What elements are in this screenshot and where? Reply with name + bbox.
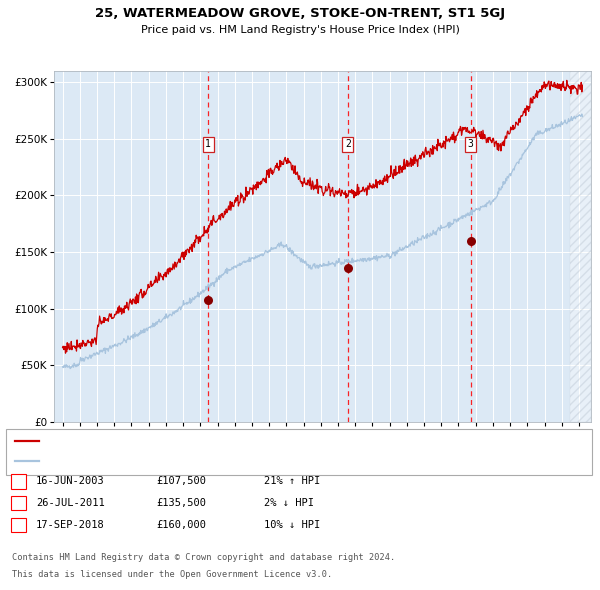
Text: 25, WATERMEADOW GROVE, STOKE-ON-TRENT, ST1 5GJ: 25, WATERMEADOW GROVE, STOKE-ON-TRENT, S…: [95, 7, 505, 20]
Text: 26-JUL-2011: 26-JUL-2011: [36, 498, 105, 507]
Text: 10% ↓ HPI: 10% ↓ HPI: [264, 520, 320, 529]
Text: 21% ↑ HPI: 21% ↑ HPI: [264, 476, 320, 486]
Text: 3: 3: [468, 139, 473, 149]
Text: 1: 1: [16, 476, 22, 486]
Text: HPI: Average price, detached house, Stoke-on-Trent: HPI: Average price, detached house, Stok…: [43, 457, 331, 466]
Text: 2: 2: [16, 498, 22, 507]
Text: 2: 2: [345, 139, 351, 149]
Text: Contains HM Land Registry data © Crown copyright and database right 2024.: Contains HM Land Registry data © Crown c…: [12, 553, 395, 562]
Text: 25, WATERMEADOW GROVE, STOKE-ON-TRENT, ST1 5GJ (detached house): 25, WATERMEADOW GROVE, STOKE-ON-TRENT, S…: [43, 437, 406, 446]
Text: £135,500: £135,500: [156, 498, 206, 507]
Text: Price paid vs. HM Land Registry's House Price Index (HPI): Price paid vs. HM Land Registry's House …: [140, 25, 460, 35]
Text: £160,000: £160,000: [156, 520, 206, 529]
Text: This data is licensed under the Open Government Licence v3.0.: This data is licensed under the Open Gov…: [12, 571, 332, 579]
Text: £107,500: £107,500: [156, 476, 206, 486]
Text: 1: 1: [205, 139, 211, 149]
Text: 3: 3: [16, 520, 22, 529]
Text: 16-JUN-2003: 16-JUN-2003: [36, 476, 105, 486]
Text: 17-SEP-2018: 17-SEP-2018: [36, 520, 105, 529]
Text: 2% ↓ HPI: 2% ↓ HPI: [264, 498, 314, 507]
